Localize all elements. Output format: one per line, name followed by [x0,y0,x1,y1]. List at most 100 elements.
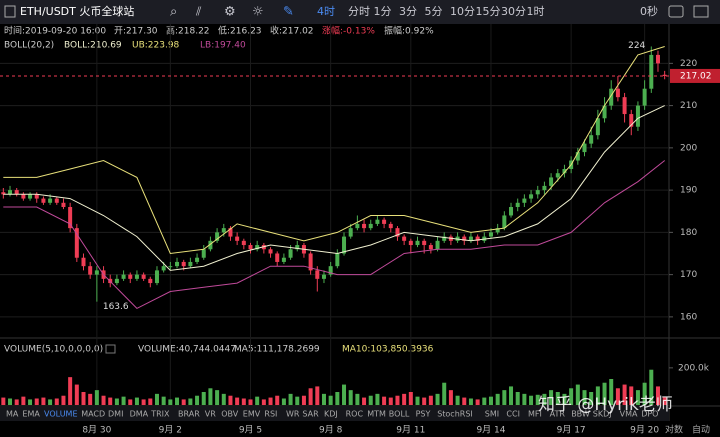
candle-body [328,266,333,275]
candle-body [41,198,46,203]
volume-bar [662,397,667,405]
candle-body [54,198,59,203]
interval-selected[interactable]: 4时 [317,5,335,18]
interval[interactable]: 分时 [348,5,370,18]
indicator-tab[interactable]: BRAR [178,410,200,419]
candle-body [241,240,246,246]
interval[interactable]: 10分 [450,5,475,18]
volume-bar [395,395,400,405]
volume-bar [535,394,540,405]
indicator-tab[interactable]: WR [286,410,300,419]
theme-icon[interactable]: ☼ [252,5,264,20]
interval[interactable]: 30分 [501,5,526,18]
indicator-tab[interactable]: PSY [416,410,431,419]
indicator-tab[interactable]: MFI [528,410,542,419]
draw-icon[interactable]: ✎ [283,5,294,20]
indicator-tab[interactable]: MA [6,410,19,419]
indicator-tab[interactable]: EMA [22,410,40,419]
candle-body [221,228,226,233]
indicator-tab[interactable]: MTM [367,410,386,419]
volume-bar [48,399,53,405]
volume-bar [295,396,300,405]
indicator-tab[interactable]: EMV [243,410,261,419]
indicator-tab[interactable]: DMI [108,410,123,419]
indicator-tab[interactable]: VR [205,410,216,419]
candle-body [74,228,79,258]
candle-body [582,143,587,153]
volume-bar [549,390,554,405]
volume-bar [448,390,453,405]
interval[interactable]: 1时 [527,5,545,18]
volume-bar [408,392,413,405]
indicator-tab[interactable]: OBV [221,410,239,419]
indicator-tab[interactable]: DMA [130,410,149,419]
candle-body [161,266,166,271]
indicator-tab[interactable]: SAR [302,410,319,419]
indicator-tab[interactable]: SMI [485,410,499,419]
candle-body [428,245,433,250]
indicator-tab[interactable]: StochRSI [437,410,473,419]
indicator-tab[interactable]: TRIX [150,410,170,419]
symbol[interactable]: ETH/USDT 火币全球站 [20,4,134,18]
indicator-tab[interactable]: BBW [571,410,590,419]
indicator-tab[interactable]: BOLL [389,410,410,419]
settings-icon[interactable]: ⚙ [224,5,236,20]
axis-option[interactable]: 对数 [665,424,683,436]
candle-body [435,240,440,250]
volume-bar [74,384,79,405]
volume-bar [241,398,246,405]
interval[interactable]: 15分 [476,5,501,18]
interval[interactable]: 5分 [425,5,443,18]
boll-field: UB:223.98 [132,41,180,51]
indicator-tab[interactable]: KDJ [324,410,338,419]
menu-icon[interactable] [4,5,16,18]
indicator-tab[interactable]: MACD [81,410,105,419]
volume-bar [555,392,560,405]
chart-type-icon[interactable]: ⫽ [195,5,202,19]
volume-bar [342,384,347,405]
indicator-tab[interactable]: DPO [641,410,658,419]
y-tick-label: 190 [680,186,697,196]
volume-bar [562,393,567,405]
indicator-tab[interactable]: ATR [550,410,566,419]
volume-bar [154,393,159,405]
volume-bar [201,392,206,405]
boll-line [3,160,666,310]
volume-bar [602,382,607,405]
indicator-tab[interactable]: RSI [264,410,277,419]
candle-body [495,228,500,233]
indicator-tab[interactable]: VMA [620,410,638,419]
interval[interactable]: 3分 [399,5,417,18]
boll-field: BOLL(20,2) [4,41,54,51]
candle-body [14,190,19,195]
volume-bar [101,395,106,405]
indicator-tab[interactable]: SKDJ [593,410,612,419]
candle-body [281,257,286,262]
candle-body [128,274,133,279]
countdown: 0秒 [640,4,658,18]
indicator-tab[interactable]: CCI [506,410,520,419]
candle-body [134,274,139,279]
indicator-tab[interactable]: VOLUME [44,410,78,419]
candle-body [275,253,280,262]
volume-bar [622,384,627,405]
x-tick-label: 8月 30 [82,425,111,436]
axis-option[interactable]: 自动 [692,424,710,436]
search-icon[interactable]: ⌕ [170,5,177,20]
camera-icon[interactable] [668,5,684,18]
candle-body [642,88,647,106]
volume-bar [462,397,467,405]
volume-bar [415,396,420,405]
volume-bar [335,392,340,405]
volume-bar [321,393,326,405]
indicator-tab[interactable]: ROC [346,410,364,419]
fullscreen-icon[interactable] [693,5,709,18]
candle-body [348,228,353,237]
volume-bar [582,390,587,405]
x-tick-label: 9月 17 [557,425,586,436]
volume-bar [108,397,113,405]
candle-body [235,236,240,241]
interval[interactable]: 1分 [374,5,392,18]
dropdown-icon[interactable] [105,344,116,354]
y-tick-label: 200 [680,143,697,153]
